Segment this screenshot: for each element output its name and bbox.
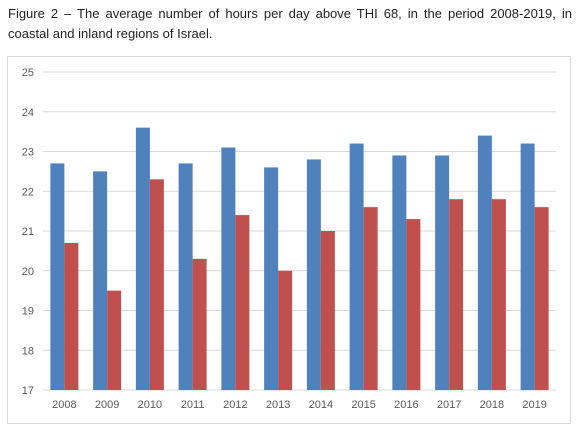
x-tick-label-2014: 2014 — [309, 399, 333, 411]
gridlines — [43, 71, 556, 391]
x-tick-label-2012: 2012 — [223, 399, 247, 411]
y-tick-label-19: 19 — [22, 306, 34, 318]
bar-series1-2015 — [349, 143, 364, 390]
bar-series1-2016 — [392, 155, 407, 390]
y-tick-label-18: 18 — [22, 345, 34, 357]
bar-series1-2008 — [50, 163, 65, 390]
bar-series2-2014 — [320, 231, 335, 390]
bars — [50, 127, 549, 391]
bar-series2-2017 — [449, 199, 464, 390]
y-tick-label-24: 24 — [22, 107, 34, 119]
y-tick-label-17: 17 — [22, 385, 34, 397]
bar-series1-2011 — [178, 163, 193, 390]
bar-series2-2009 — [107, 290, 122, 390]
y-tick-label-21: 21 — [22, 226, 34, 238]
figure-caption: Figure 2 – The average number of hours p… — [8, 6, 572, 41]
bar-series1-2017 — [435, 155, 450, 390]
y-tick-label-23: 23 — [22, 147, 34, 159]
bar-series1-2010 — [135, 127, 150, 391]
x-axis-ticks: 2008 2009 2010 2011 2012 2013 2014 2015 2016 2017… — [52, 399, 547, 411]
bar-series2-2013 — [278, 270, 293, 390]
y-tick-label-25: 25 — [22, 67, 34, 79]
bar-series2-2010 — [149, 179, 164, 390]
bar-series2-2008 — [64, 242, 79, 390]
x-tick-label-2013: 2013 — [266, 399, 290, 411]
bar-series1-2009 — [93, 171, 108, 390]
x-tick-label-2016: 2016 — [394, 399, 418, 411]
bar-series1-2013 — [264, 167, 279, 390]
x-tick-label-2010: 2010 — [138, 399, 162, 411]
y-tick-label-20: 20 — [22, 266, 34, 278]
bar-series1-2012 — [221, 147, 236, 390]
bar-series2-2012 — [235, 215, 250, 390]
bar-series1-2018 — [477, 135, 492, 390]
x-tick-label-2015: 2015 — [351, 399, 375, 411]
x-tick-label-2008: 2008 — [52, 399, 76, 411]
bar-series2-2018 — [491, 199, 506, 390]
bar-series2-2011 — [192, 258, 207, 390]
y-tick-label-22: 22 — [22, 186, 34, 198]
bar-series2-2015 — [363, 207, 378, 390]
x-tick-label-2009: 2009 — [95, 399, 119, 411]
y-axis-ticks: 17 18 19 20 21 22 23 24 25 — [22, 67, 34, 397]
x-tick-label-2017: 2017 — [437, 399, 461, 411]
x-tick-label-2011: 2011 — [181, 399, 205, 411]
x-tick-label-2018: 2018 — [480, 399, 504, 411]
bar-series1-2019 — [520, 143, 535, 390]
bar-series2-2019 — [534, 207, 549, 390]
bar-series2-2016 — [406, 219, 421, 390]
x-tick-label-2019: 2019 — [522, 399, 546, 411]
bar-series1-2014 — [306, 159, 321, 390]
